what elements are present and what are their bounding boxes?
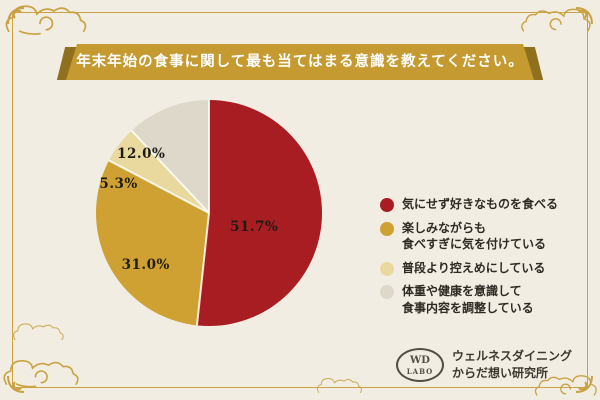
- legend-label: 体重や健康を意識して 食事内容を調整している: [402, 284, 534, 315]
- cloud-motif-icon: [5, 5, 87, 35]
- pie-chart: 51.7% 31.0% 5.3% 12.0%: [96, 100, 322, 326]
- legend-item: 楽しみながらも 食べすぎに気を付けている: [380, 220, 585, 253]
- footer-logo: WD LABO ウェルネスダイニング からだ想い研究所: [395, 348, 572, 382]
- legend-color-dot: [380, 198, 394, 212]
- logo-text-wd: WD: [410, 354, 430, 366]
- banner-ribbon: [66, 44, 534, 80]
- frame-corner-ornament: [575, 375, 593, 393]
- cloud-motif-icon: [3, 360, 79, 388]
- chart-title: 年末年始の食事に関して最も当てはまる意識を教えてください。: [76, 53, 524, 70]
- legend-color-dot: [380, 221, 394, 236]
- legend-label: 普段より控えめにしている: [402, 260, 546, 275]
- wd-labo-logo-icon: WD LABO: [395, 348, 444, 382]
- pie-percentage-label: 5.3%: [99, 175, 138, 192]
- pie-percentage-label: 31.0%: [121, 256, 170, 273]
- org-line-2: からだ想い研究所: [451, 366, 548, 380]
- legend-item: 気にせず好きなものを食べる: [380, 196, 585, 213]
- legend: 気にせず好きなものを食べる楽しみながらも 食べすぎに気を付けている普段より控えめに…: [380, 196, 585, 323]
- slice-divider: [195, 212, 210, 326]
- slice-divider: [208, 100, 210, 213]
- pie-circle: [96, 100, 322, 326]
- cloud-motif-icon: [534, 375, 597, 396]
- legend-item: 体重や健康を意識して 食事内容を調整している: [380, 283, 585, 316]
- logo-text-labo: LABO: [406, 366, 434, 376]
- legend-color-dot: [380, 261, 394, 276]
- cloud-motif-icon: [316, 378, 362, 393]
- legend-label: 楽しみながらも 食べすぎに気を付けている: [402, 220, 547, 252]
- org-line-1: ウェルネスダイニング: [451, 349, 572, 364]
- legend-item: 普段より控えめにしている: [380, 260, 585, 277]
- pie-percentage-label: 51.7%: [230, 218, 279, 235]
- pie-percentage-label: 12.0%: [117, 146, 166, 163]
- organization-name: ウェルネスダイニング からだ想い研究所: [452, 348, 572, 382]
- cloud-motif-icon: [521, 8, 591, 32]
- frame-corner-ornament: [7, 375, 25, 393]
- cloud-motif-icon: [12, 323, 64, 341]
- legend-label: 気にせず好きなものを食べる: [402, 197, 559, 211]
- slice-divider: [130, 129, 210, 214]
- title-banner: 年末年始の食事に関して最も当てはまる意識を教えてください。: [56, 44, 544, 80]
- legend-color-dot: [380, 285, 394, 300]
